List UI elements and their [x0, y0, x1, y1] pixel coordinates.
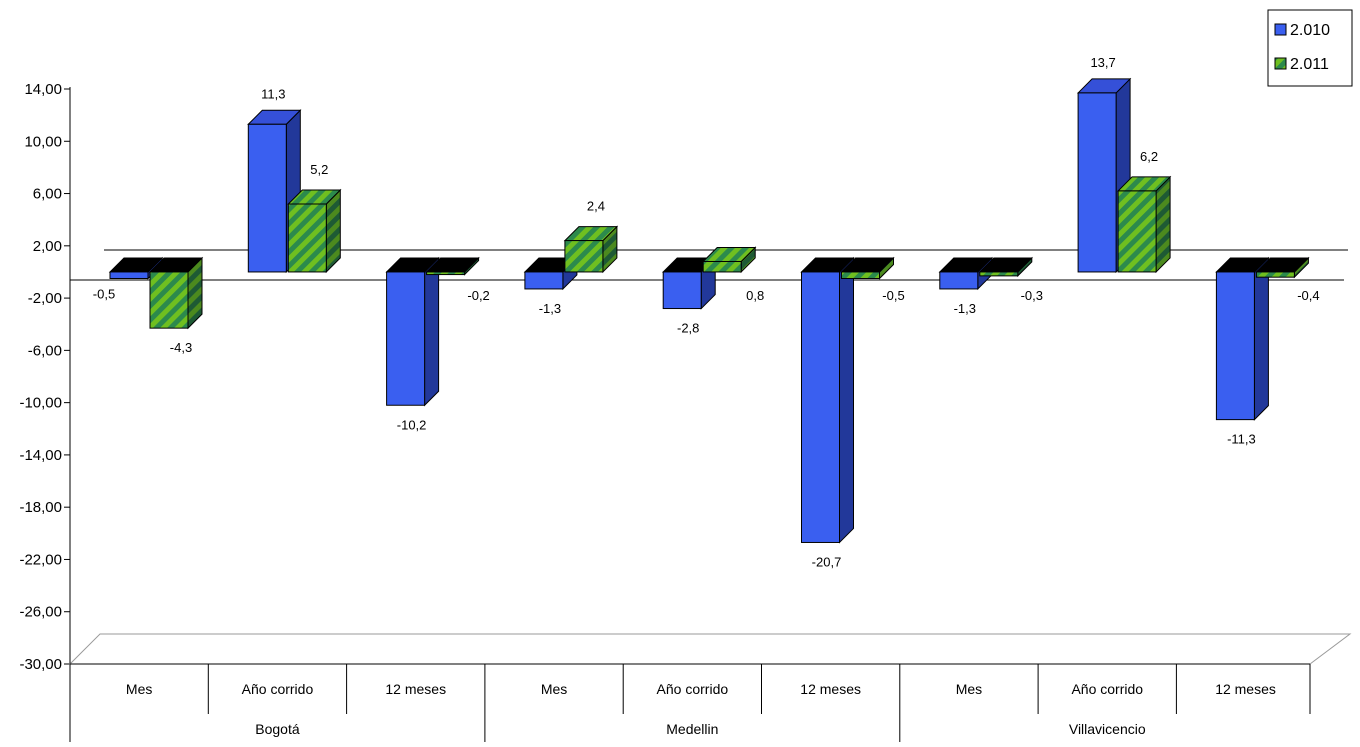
data-label-2011: -4,3: [170, 340, 192, 355]
data-label-2010: -1,3: [954, 301, 976, 316]
bar-2010: [1215, 256, 1270, 421]
data-label-2011: 5,2: [310, 162, 328, 177]
data-label-2010: -2,8: [677, 321, 699, 336]
legend-swatch-2011: [1274, 57, 1287, 70]
bar-2011-front: [1255, 271, 1295, 278]
bar-2011: [701, 246, 757, 274]
bar-2010: [385, 256, 440, 407]
bar-2011: [563, 225, 619, 274]
category-label: 12 meses: [385, 681, 446, 697]
bar-2011: [1116, 175, 1172, 274]
data-label-2011: -0,5: [882, 288, 904, 303]
bar-2010-front: [801, 271, 840, 543]
bar-2011-front: [979, 271, 1019, 277]
bar-2010-front: [1077, 92, 1117, 273]
bar-2010-front: [939, 271, 979, 290]
bar-2011: [978, 256, 1034, 278]
data-label-2010: 11,3: [261, 86, 285, 101]
legend-label-2011: 2.011: [1290, 56, 1329, 73]
data-label-2010: -11,3: [1227, 432, 1256, 447]
group-label: Villavicencio: [1069, 721, 1146, 737]
y-tick-label: -14,00: [19, 447, 62, 464]
bar-2010-front: [247, 123, 287, 273]
data-label-2011: 6,2: [1140, 149, 1158, 164]
bar-2010-front: [1215, 271, 1255, 421]
group-label: Medellin: [666, 721, 718, 737]
category-label: Año corrido: [657, 681, 729, 697]
bar-2010-side: [1253, 256, 1269, 421]
bar-2011-front: [841, 271, 880, 279]
y-tick-label: -6,00: [28, 342, 62, 359]
category-label: Mes: [956, 681, 982, 697]
y-tick-label: -2,00: [28, 290, 62, 307]
bar-2011-front: [149, 271, 189, 329]
y-tick-label: -26,00: [19, 604, 62, 621]
category-label: Mes: [126, 681, 152, 697]
legend-label-2010: 2.010: [1290, 22, 1330, 39]
y-tick-label: 2,00: [33, 238, 62, 255]
data-label-2011: 2,4: [587, 199, 605, 214]
bar-2010-side: [424, 256, 440, 407]
bar-2010-side: [839, 256, 854, 544]
bar-2011-side: [1155, 175, 1171, 274]
bars-layer: [108, 77, 1310, 544]
y-tick-label: -10,00: [19, 395, 62, 412]
bar-2011: [840, 256, 895, 280]
data-label-2011: -0,3: [1021, 288, 1043, 303]
bar-2010-front: [386, 271, 426, 406]
data-label-2011: -0,4: [1297, 288, 1319, 303]
bar-2011: [287, 188, 342, 274]
legend-layer: 2.010 2.011: [1267, 9, 1353, 87]
bar-2011: [425, 256, 480, 276]
bar-2011-front: [564, 240, 604, 273]
data-label-2011: -0,2: [467, 288, 489, 303]
category-label: Año corrido: [1071, 681, 1143, 697]
y-tick-label: -30,00: [19, 656, 62, 673]
bar-2011-front: [702, 261, 742, 273]
bar-2010-front: [524, 271, 564, 290]
category-label: 12 meses: [800, 681, 861, 697]
labels-layer: Mes Año corrido 12 meses Mes Año corrido 12 m…: [93, 55, 1320, 737]
bar-2011: [1255, 256, 1310, 279]
bar-2010-front: [662, 271, 702, 310]
chart-floor: [68, 633, 1352, 665]
data-label-2010: 13,7: [1090, 55, 1115, 70]
legend-box: [1267, 9, 1353, 87]
bar-2010-front: [109, 271, 149, 279]
y-tick-label: -22,00: [19, 551, 62, 568]
y-tick-label: 10,00: [24, 133, 62, 150]
data-label-2010: -10,2: [397, 417, 427, 432]
y-tick-label: 14,00: [24, 81, 62, 98]
axes-layer: 14,00 10,00 6,00 2,00 -2,00 -6,00 -10,00 -14,00…: [19, 81, 1352, 742]
bar-2010: [800, 256, 855, 544]
category-label: 12 meses: [1215, 681, 1276, 697]
y-tick-label: 6,00: [33, 186, 62, 203]
data-label-2010: -1,3: [539, 301, 561, 316]
legend-swatch-2010: [1274, 23, 1287, 36]
bar-2011: [148, 256, 204, 330]
data-label-2010: -0,5: [93, 286, 115, 301]
bar-2011-front: [287, 203, 327, 273]
category-label: Año corrido: [242, 681, 314, 697]
category-label: Mes: [541, 681, 567, 697]
data-label-2011: 0,8: [746, 288, 764, 303]
bar-2011-front: [426, 271, 466, 276]
y-tick-label: -18,00: [19, 499, 62, 516]
group-label: Bogotá: [255, 721, 300, 737]
bar-2011-front: [1117, 190, 1157, 273]
data-label-2010: -20,7: [812, 554, 842, 569]
